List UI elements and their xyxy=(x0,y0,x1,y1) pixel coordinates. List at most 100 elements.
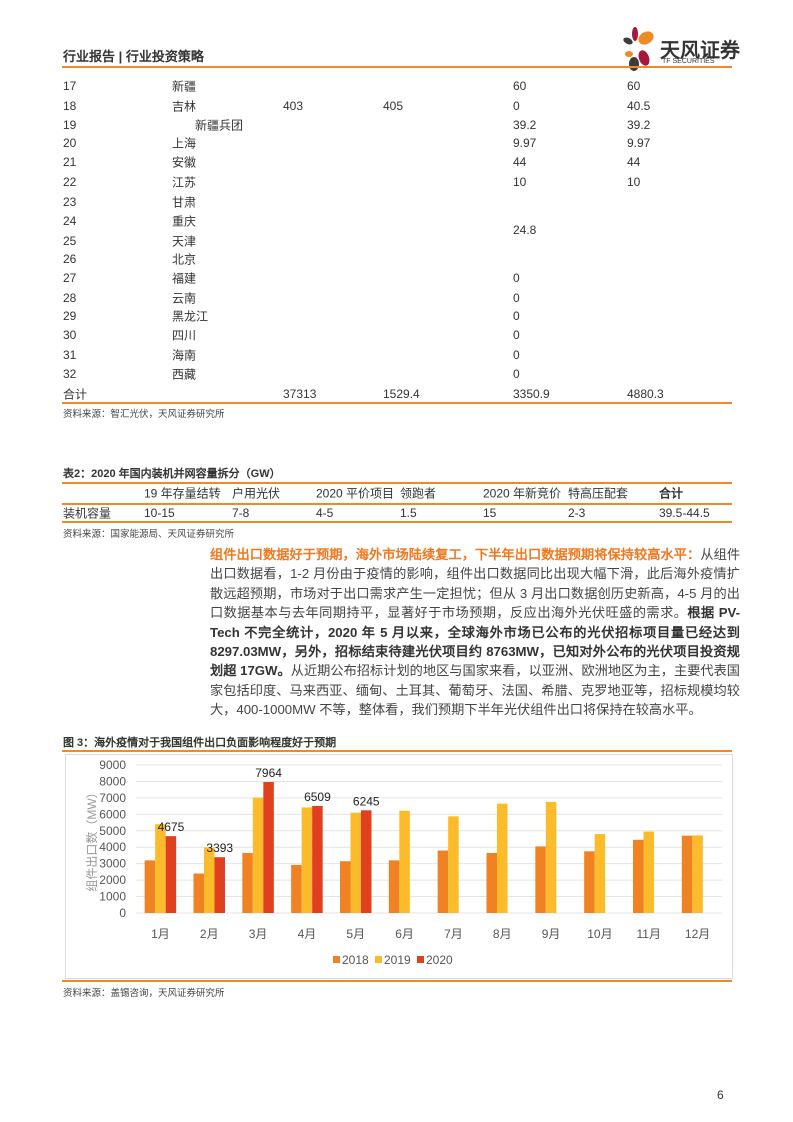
table-cell: 21 xyxy=(63,155,77,169)
table-cell: 北京 xyxy=(172,252,197,267)
bar-2019 xyxy=(301,807,313,913)
table-cell: 江苏 xyxy=(172,175,197,190)
paragraph-segment: 组件出口数据好于预期，海外市场陆续复工，下半年出口数据预期将保持较高水平： xyxy=(210,547,701,562)
figure-bottom-line xyxy=(62,980,732,982)
table-cell: 0 xyxy=(513,367,520,381)
table-cell: 40.5 xyxy=(627,99,651,113)
table-cell: 30 xyxy=(63,328,77,342)
legend-label: 2019 xyxy=(384,953,411,967)
data-label: 4675 xyxy=(158,820,185,834)
table2-cell: 2020 平价项目 xyxy=(316,486,395,501)
bar-2018 xyxy=(388,860,400,913)
table2-cell: 装机容量 xyxy=(63,506,112,521)
table2-cell: 2-3 xyxy=(568,506,586,520)
bar-2019 xyxy=(643,831,654,913)
table-cell: 0 xyxy=(513,291,520,305)
data-label: 3393 xyxy=(206,841,233,855)
table-cell: 25 xyxy=(63,234,77,248)
bar-2019 xyxy=(497,803,508,913)
legend-swatch xyxy=(375,956,382,963)
table-cell: 福建 xyxy=(172,271,197,286)
y-tick-label: 3000 xyxy=(99,857,126,871)
table2-cell: 39.5-44.5 xyxy=(659,506,710,520)
table1-source: 资料来源：智汇光伏，天风证券研究所 xyxy=(63,409,225,420)
y-tick-label: 4000 xyxy=(99,840,126,854)
table2-cell: 10-15 xyxy=(144,506,175,520)
bar-2019 xyxy=(594,834,606,913)
table-cell: 安徽 xyxy=(172,155,197,170)
x-tick-label: 2月 xyxy=(200,927,219,941)
bar-2020 xyxy=(263,782,274,913)
table-cell: 0 xyxy=(513,99,520,113)
bar-2019 xyxy=(399,810,410,913)
bar-2018 xyxy=(437,850,449,913)
bar-2020 xyxy=(165,836,177,913)
table-cell: 吉林 xyxy=(172,99,197,114)
table-cell: 19 xyxy=(63,118,77,132)
bar-2019 xyxy=(692,835,703,913)
table-cell: 9.97 xyxy=(513,136,537,150)
table-cell: 22 xyxy=(63,175,77,189)
table-cell: 0 xyxy=(513,348,520,362)
paragraph-segment: 根据 PV-Tech 不完全统计，2020 年 5 月以来，全球海外市场已公布的… xyxy=(210,605,741,679)
table-cell: 403 xyxy=(283,99,304,113)
table-cell: 17 xyxy=(63,79,77,93)
table-cell: 60 xyxy=(513,79,527,93)
header-divider xyxy=(62,66,732,68)
x-tick-label: 6月 xyxy=(395,927,414,941)
table2-cell: 15 xyxy=(483,506,497,520)
table-cell: 28 xyxy=(63,291,77,305)
brand-name: 天风证券 xyxy=(660,40,740,62)
x-tick-label: 11月 xyxy=(637,927,661,941)
total-cell: 3350.9 xyxy=(513,387,550,401)
table2-cell: 2020 年新竞价 xyxy=(483,486,562,501)
table-cell: 26 xyxy=(63,252,77,266)
table-cell: 31 xyxy=(63,348,77,362)
bar-2018 xyxy=(291,864,302,913)
x-tick-label: 10月 xyxy=(587,927,612,941)
table2-cell: 户用光伏 xyxy=(232,486,281,501)
bar-2018 xyxy=(584,851,595,913)
y-tick-label: 2000 xyxy=(99,873,126,887)
y-tick-label: 1000 xyxy=(99,890,126,904)
x-tick-label: 3月 xyxy=(249,927,268,941)
table2-cell: 特高压配套 xyxy=(568,486,629,501)
bar-2020 xyxy=(214,857,225,913)
table-cell: 0 xyxy=(513,271,520,285)
table-cell: 18 xyxy=(63,99,77,113)
x-tick-label: 4月 xyxy=(298,927,317,941)
table2-cell: 领跑者 xyxy=(400,486,437,501)
table-cell: 云南 xyxy=(172,291,197,306)
export-bar-chart: 0 1000 2000 3000 4000 5000 6000 7000 8000 9000组件出… xyxy=(84,758,722,967)
table-cell: 23 xyxy=(63,195,77,209)
table-cell: 0 xyxy=(513,328,520,342)
table-cell: 60 xyxy=(627,79,641,93)
bar-2019 xyxy=(252,797,264,913)
table2-top-line xyxy=(62,482,732,484)
total-cell: 4880.3 xyxy=(627,387,664,401)
x-tick-label: 7月 xyxy=(444,927,463,941)
table2-cell: 4-5 xyxy=(316,506,334,520)
y-tick-label: 6000 xyxy=(99,807,126,821)
table2-bottom-line xyxy=(62,521,732,523)
y-axis-label: 组件出口数（MW） xyxy=(84,786,99,891)
table-cell: 39.2 xyxy=(513,118,537,132)
table-cell: 上海 xyxy=(172,136,197,151)
table-cell: 29 xyxy=(63,309,77,323)
table-cell: 10 xyxy=(627,175,641,189)
table-cell: 39.2 xyxy=(627,118,651,132)
y-tick-label: 9000 xyxy=(99,758,126,772)
bar-2019 xyxy=(448,816,459,913)
table-cell: 0 xyxy=(513,309,520,323)
bar-2018 xyxy=(535,846,546,913)
table-cell: 四川 xyxy=(172,328,197,343)
y-tick-label: 7000 xyxy=(99,791,126,805)
bar-2019 xyxy=(204,847,215,913)
table-cell: 24 xyxy=(63,214,77,228)
brand-subtitle: TF SECURITIES xyxy=(662,58,715,65)
merged-cell-value: 24.8 xyxy=(513,223,537,237)
bar-2020 xyxy=(361,810,372,913)
x-tick-label: 9月 xyxy=(542,927,561,941)
bar-2019 xyxy=(350,812,361,913)
table-cell: 10 xyxy=(513,175,527,189)
